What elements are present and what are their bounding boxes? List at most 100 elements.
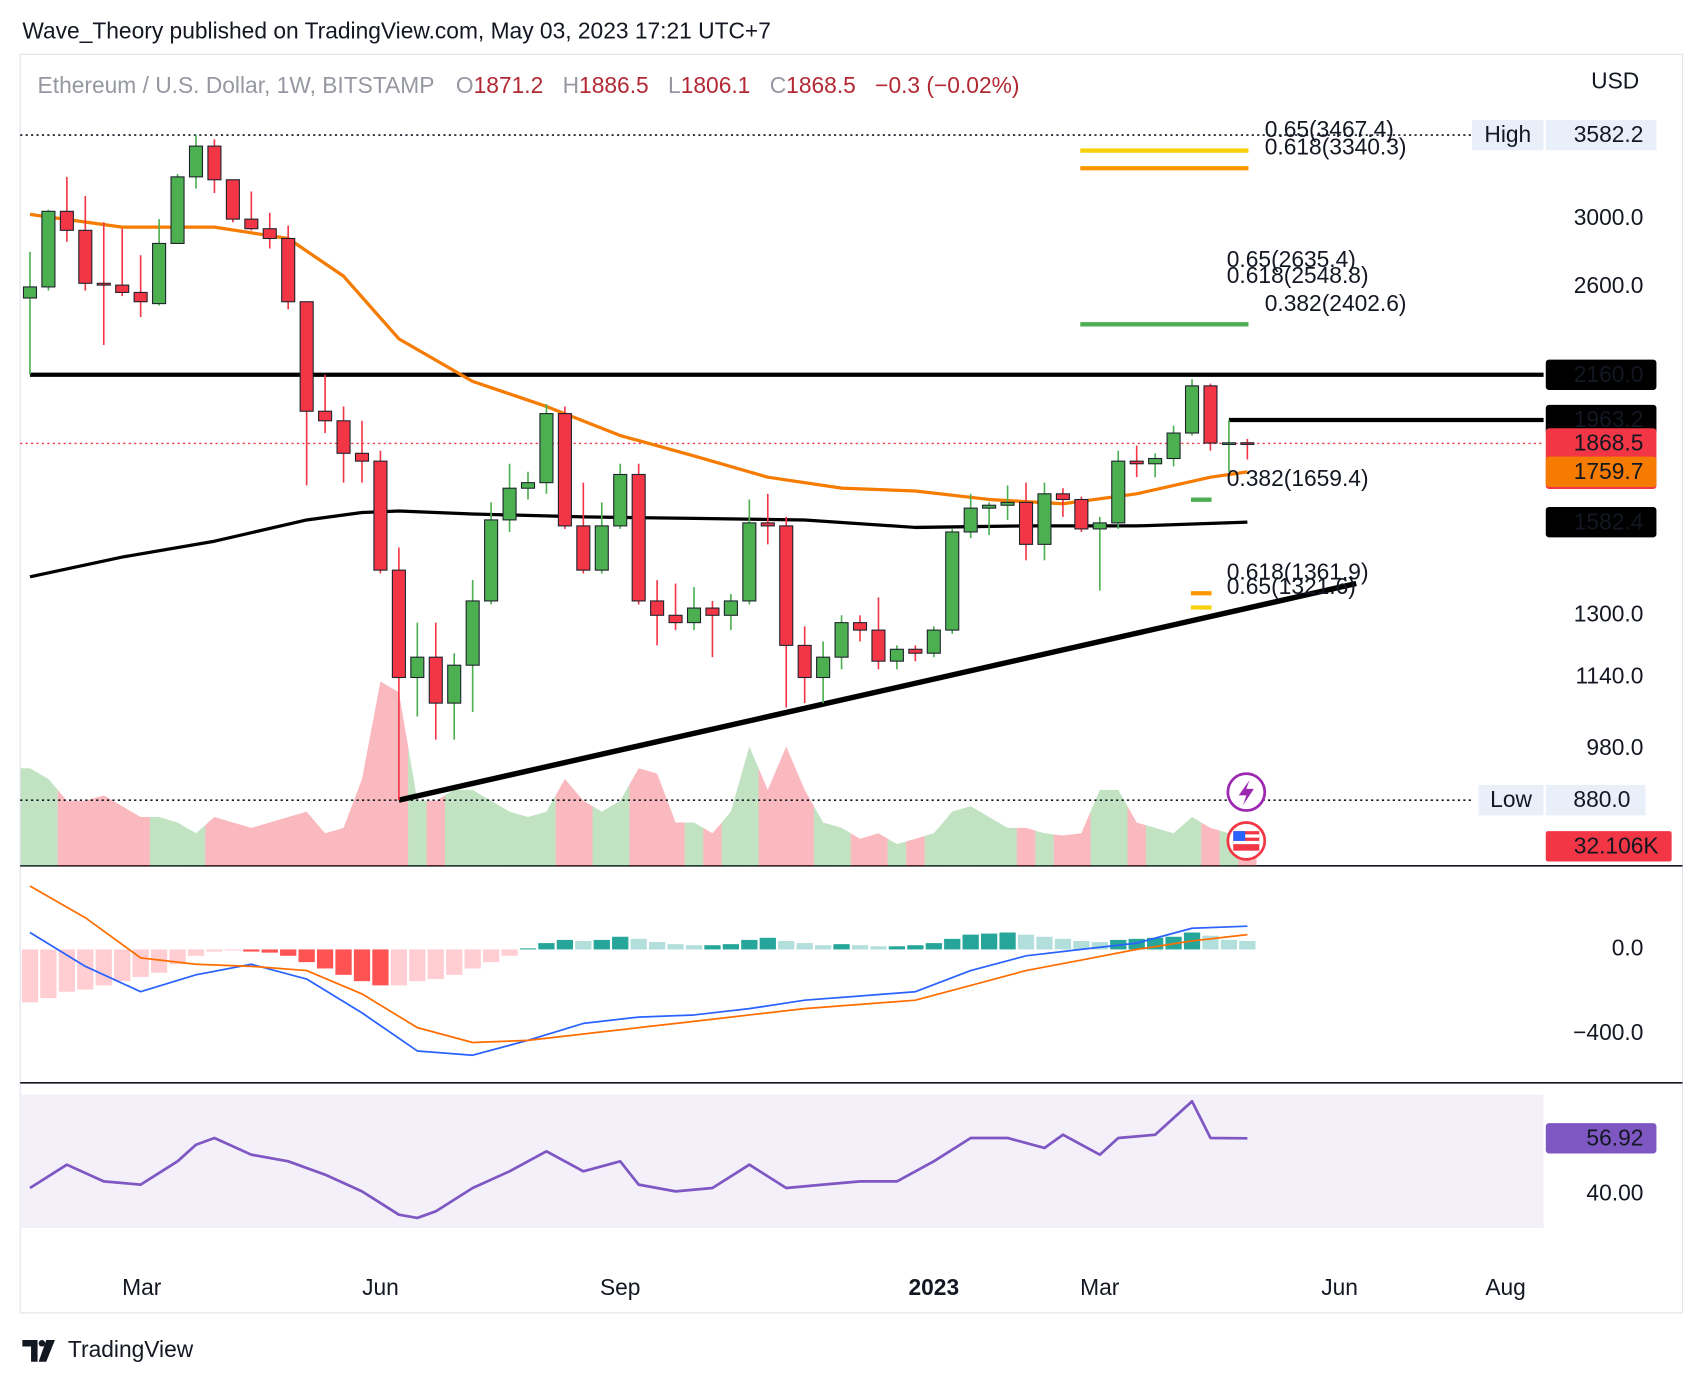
candle-body [594,525,609,571]
candle-body [1055,493,1070,501]
candle-body [225,179,240,220]
macd-histogram-bar [796,943,813,950]
legend-prefix: L [668,72,681,98]
macd-histogram-bar [944,938,961,950]
x-tick-label: Mar [1080,1274,1120,1300]
macd-histogram-bar [187,949,205,956]
candle-body [281,237,296,303]
level-tag-bg [1545,359,1657,390]
macd-histogram-bar [685,945,703,950]
volume-area [574,789,593,866]
macd-histogram-bar [1239,940,1256,950]
volume-area [463,789,482,866]
x-tick-label: 2023 [908,1274,959,1300]
candle-body [686,607,702,624]
macd-histogram-bar [409,949,426,982]
high-value-bg [1545,119,1657,151]
legend-symbol: Ethereum / U.S. Dollar, 1W, BITSTAMP [38,72,435,98]
macd-histogram-bar [538,943,555,950]
volume-area [629,768,648,866]
macd-tick-label: −400.0 [1573,1019,1643,1045]
x-tick-label: Aug [1485,1274,1526,1300]
candle-body [650,600,665,616]
candle-body [889,648,904,662]
high-value: 3582.2 [1574,121,1644,147]
candle-body [834,622,849,658]
candle-body [318,410,333,422]
volume-area [869,833,888,866]
volume-area [979,811,999,866]
volume-area [795,768,814,866]
volume-area [684,822,704,866]
volume-area [57,789,77,866]
candle-body [1129,460,1144,465]
macd-histogram-bar [999,932,1016,950]
candle-body [631,473,646,602]
candle-body [115,284,130,293]
candle-body [871,629,886,662]
volume-area [315,822,335,866]
rsi-tag-bg [1545,1123,1657,1154]
macd-histogram-bar [58,949,76,992]
candle-body [262,228,277,240]
icon-lightning [1226,772,1267,812]
volume-area [703,822,722,866]
candle-body [797,644,812,679]
x-tick-label: Mar [122,1274,162,1300]
macd-histogram-bar [114,949,131,982]
candle-body [1018,501,1034,545]
macd-histogram-bar [1073,940,1090,950]
candle-body [723,600,738,616]
macd-histogram-bar [980,933,998,950]
volume-area [1016,827,1036,866]
candle-body [354,452,370,462]
macd-histogram-bar [630,938,647,950]
candle-body [22,286,38,299]
volume-area [758,768,778,866]
macd-histogram-bar [778,940,795,950]
volume-area [1127,806,1146,866]
macd-histogram-bar [446,949,463,975]
macd-histogram-bar [21,949,39,1003]
candle-body [1148,457,1163,465]
fib-label: 0.65(3467.4) [1265,116,1394,142]
macd-histogram-bar [907,945,924,950]
macd-histogram-bar [206,949,223,952]
candle-body [539,413,554,484]
legend-prefix: O [456,72,474,98]
macd-histogram-bar [501,949,518,956]
volume-area [961,806,980,866]
volume-area [168,819,187,866]
volume-area [352,730,372,866]
macd-tick-label: 0.0 [1612,934,1644,960]
volume-area [592,806,612,866]
fib-label: 0.65(2635.4) [1227,246,1356,272]
fib-label: 0.382(1659.4) [1227,465,1369,491]
macd-histogram-bar [40,949,57,999]
volume-area [555,779,575,866]
rsi-tick-label: 40.00 [1586,1180,1643,1206]
low-label-bg [1478,784,1544,816]
candle-body [152,242,167,305]
trendline [398,580,1357,803]
ma-tag-bg [1545,506,1657,538]
candle-body [1184,385,1200,434]
candle-body [963,507,978,533]
volume-area [998,822,1017,866]
ma-tag: 1759.7 [1574,458,1644,484]
candle-body [926,629,941,654]
macd-histogram-bar [427,949,444,980]
macd-histogram-bar [925,943,942,950]
volume-area [242,825,261,866]
candle-body [908,648,923,654]
volume-area [112,800,132,866]
high-label: High [1484,121,1531,147]
volume-area [537,795,556,866]
last-price-tag: 1868.5 [1574,430,1644,456]
macd-histogram-bar [722,944,740,950]
high-label-bg [1471,119,1544,151]
volume-area [39,773,58,866]
macd-histogram-bar [390,949,408,986]
candle-body [373,460,388,571]
macd-histogram-bar [335,949,352,975]
